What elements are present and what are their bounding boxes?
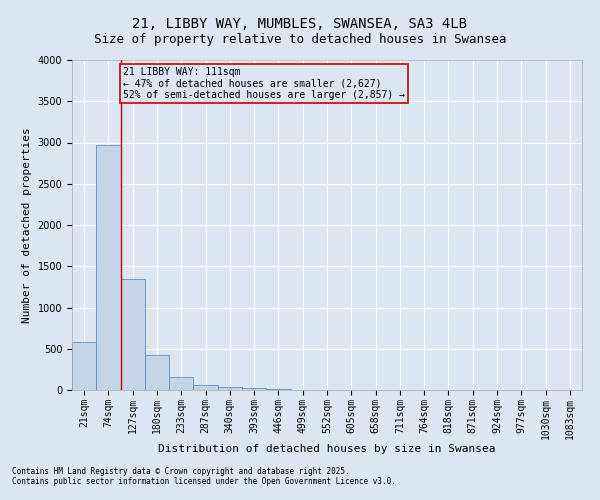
Bar [72, 342, 96, 390]
Bar [169, 377, 193, 390]
Text: Contains public sector information licensed under the Open Government Licence v3: Contains public sector information licen… [12, 477, 396, 486]
Bar [121, 278, 145, 390]
Text: 21 LIBBY WAY: 111sqm
← 47% of detached houses are smaller (2,627)
52% of semi-de: 21 LIBBY WAY: 111sqm ← 47% of detached h… [123, 66, 405, 100]
Bar [193, 384, 218, 390]
Bar [266, 389, 290, 390]
Bar [96, 145, 121, 390]
Y-axis label: Number of detached properties: Number of detached properties [22, 127, 32, 323]
Text: Contains HM Land Registry data © Crown copyright and database right 2025.: Contains HM Land Registry data © Crown c… [12, 467, 350, 476]
Text: Size of property relative to detached houses in Swansea: Size of property relative to detached ho… [94, 32, 506, 46]
Bar [242, 388, 266, 390]
Text: 21, LIBBY WAY, MUMBLES, SWANSEA, SA3 4LB: 21, LIBBY WAY, MUMBLES, SWANSEA, SA3 4LB [133, 18, 467, 32]
X-axis label: Distribution of detached houses by size in Swansea: Distribution of detached houses by size … [158, 444, 496, 454]
Bar [145, 354, 169, 390]
Bar [218, 387, 242, 390]
